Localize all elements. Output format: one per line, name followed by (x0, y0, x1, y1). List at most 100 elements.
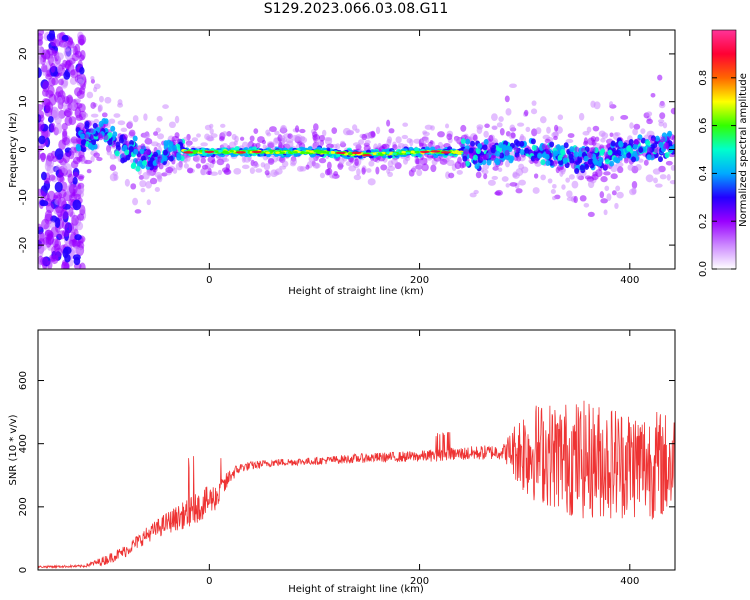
spectrogram-cell (60, 208, 69, 220)
spectrogram-cell (41, 218, 50, 230)
spectrogram-cell (74, 234, 82, 241)
spectrogram-cell (183, 163, 189, 169)
spectrogram-cell (77, 184, 82, 190)
spectrogram-cell (416, 152, 422, 157)
spectrogram-cell (68, 206, 74, 218)
spectrogram-cell (132, 115, 139, 123)
spectrogram-cell (665, 160, 673, 166)
spectrogram-cell (577, 151, 583, 158)
spectrogram-cell (122, 144, 128, 151)
spectrogram-cell (638, 147, 644, 154)
spectrogram-cell (445, 123, 450, 129)
spectrogram-cell (162, 155, 168, 162)
spectrogram-cell (491, 125, 498, 131)
spectrogram-cell (68, 222, 74, 234)
spectrogram-cell (76, 90, 85, 100)
spectrogram-cell (104, 96, 112, 104)
spectrogram-cell (515, 140, 521, 147)
spectrogram-cell (645, 174, 654, 183)
spectrogram-cell (192, 153, 201, 162)
spectrogram-cell (550, 188, 556, 195)
spectrogram-cell (596, 160, 602, 167)
spectrogram-cell (482, 163, 490, 170)
spectrogram-cell (107, 131, 113, 138)
spectrogram-cell (330, 151, 336, 154)
spectrogram-cell (140, 143, 146, 150)
spectrogram-cell (312, 162, 321, 169)
spectrogram-cell (210, 171, 219, 176)
spectrogram-cell (658, 102, 666, 109)
spectrogram-cell (446, 159, 455, 167)
spectrogram-cell (563, 142, 569, 149)
spectrogram-cell (460, 138, 466, 145)
spectrogram-cell (446, 133, 453, 141)
spectrogram-cell (421, 165, 428, 170)
spectrogram-cell (113, 113, 121, 118)
spectrogram-cell (155, 127, 161, 133)
spectrogram-cell (456, 170, 463, 175)
spectrogram-cell (57, 197, 67, 209)
spectrogram-cell (553, 150, 559, 157)
spectrogram-cell (267, 158, 275, 165)
spectrogram-cell (324, 136, 333, 142)
spectrogram-cell (573, 195, 578, 204)
spectrogram-cell (552, 183, 557, 189)
spectrogram-cell (557, 114, 564, 121)
spectrogram-cell (555, 144, 561, 151)
spectrogram-cell (610, 173, 618, 180)
spectrogram-cell (326, 161, 332, 170)
spectrogram-cell (434, 145, 441, 150)
spectrogram-cell (380, 164, 388, 171)
spectrogram-cell (233, 167, 242, 175)
spectrogram-cell (490, 147, 496, 154)
spectrogram-cell (90, 144, 96, 151)
spectrogram-cell (72, 254, 81, 261)
spectrogram-cell (626, 152, 632, 159)
spectrogram-cell (509, 83, 517, 89)
spectrogram-cell (128, 129, 136, 137)
spectrogram-cell (454, 161, 462, 170)
spectrogram-cell (555, 166, 560, 174)
spectrogram-cell (68, 183, 78, 195)
spectrogram-cell (531, 100, 537, 106)
spectrogram-cell (631, 156, 637, 163)
spectrogram-cell (653, 177, 658, 184)
spectrogram-cell (402, 122, 409, 127)
spectrogram-cell (671, 135, 675, 142)
spectrogram-cell (635, 163, 642, 171)
spectrogram-cell (552, 160, 558, 167)
spectrogram-cell (219, 136, 225, 142)
spectrogram-cell (392, 144, 398, 151)
spectrogram-cell (486, 159, 492, 166)
spectrogram-cell (607, 149, 613, 156)
spectrogram-cell (387, 160, 394, 168)
spectrogram-cell (152, 166, 158, 173)
spectrogram-cell (229, 149, 234, 153)
spectrogram-cell (460, 124, 467, 132)
spectrogram-cell (377, 152, 383, 155)
spectrogram-cell (570, 162, 576, 169)
spectrogram-cell (51, 246, 57, 256)
spectrogram-x-tick-label: 400 (620, 275, 639, 286)
spectrogram-cell (171, 145, 177, 152)
spectrogram-cell (584, 175, 592, 180)
spectrogram-cell (600, 176, 608, 183)
spectrogram-cell (631, 180, 638, 189)
spectrogram-cell (154, 171, 162, 178)
spectrogram-cell (657, 156, 663, 163)
spectrogram-cell (638, 158, 644, 163)
spectrogram-cell (664, 152, 670, 159)
spectrogram-cell (614, 132, 621, 137)
spectrogram-cell (627, 164, 635, 171)
spectrogram-cell (174, 132, 180, 139)
spectrogram-cell (101, 112, 108, 118)
spectrogram-cell (472, 154, 478, 161)
spectrogram-cell (367, 178, 376, 186)
spectrogram-cell (98, 95, 104, 103)
spectrogram-cell (463, 148, 469, 155)
spectrogram-cell (142, 159, 148, 166)
spectrogram-cell (226, 131, 232, 137)
spectrogram-cell (424, 146, 430, 151)
spectrogram-cell (70, 102, 78, 110)
spectrogram-cell (389, 152, 394, 155)
